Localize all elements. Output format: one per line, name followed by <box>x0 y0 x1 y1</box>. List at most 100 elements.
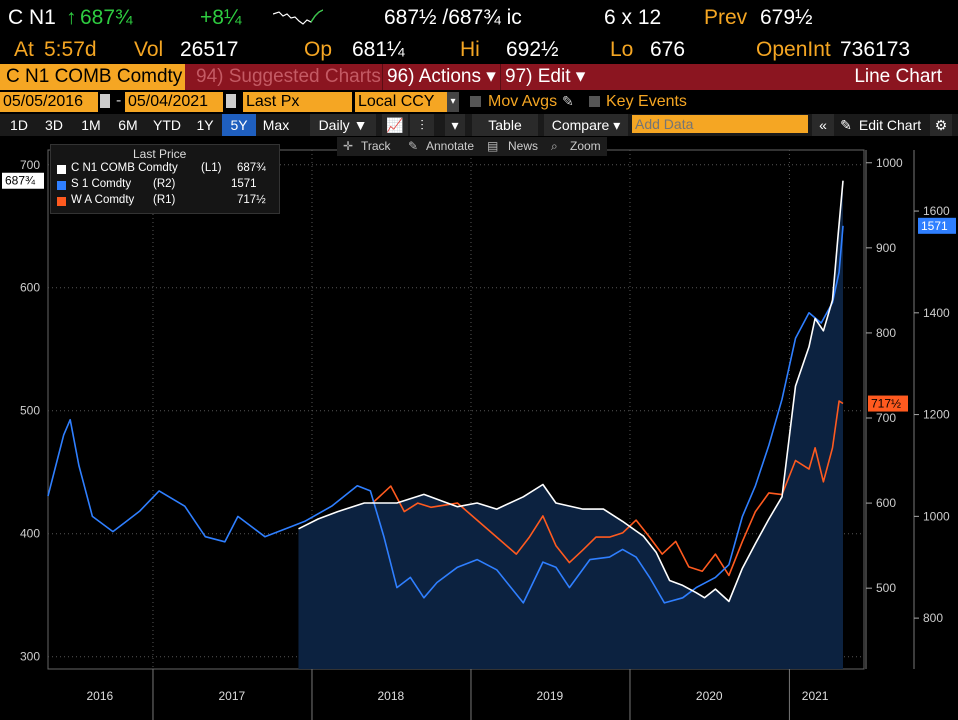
line-chart-icon[interactable]: 📈 <box>382 114 408 136</box>
calendar-icon[interactable] <box>100 94 110 108</box>
year-label: 2018 <box>377 689 404 703</box>
key-events-checkbox[interactable] <box>589 96 600 107</box>
year-label: 2019 <box>536 689 563 703</box>
period-button-3d[interactable]: 3D <box>45 117 63 133</box>
period-button-ytd[interactable]: YTD <box>153 117 181 133</box>
high-label: Hi <box>460 38 480 61</box>
legend-name-corn: C N1 COMB Comdty <box>71 162 178 174</box>
period-button-5y[interactable]: 5Y <box>222 114 256 136</box>
start-date-field[interactable]: 05/05/2016 <box>0 92 98 112</box>
annotate-icon[interactable]: ✎ <box>408 139 419 153</box>
bid-ask-size: 6 x 12 <box>604 6 662 29</box>
time-label: At <box>14 38 34 61</box>
legend-axis-corn: (L1) <box>201 162 222 174</box>
edit-menu-button[interactable]: 97) Edit ▾ <box>500 64 585 90</box>
sparkline-icon <box>273 9 323 25</box>
l1-tick-label: 500 <box>20 404 40 418</box>
low-price: 676 <box>650 38 686 61</box>
last-price: 687¾ <box>80 6 133 29</box>
r2-tick-label: 800 <box>923 611 943 625</box>
wheat-last-badge-bg <box>868 395 908 412</box>
chart-type-title: Line Chart <box>854 66 942 87</box>
prev-close: 679½ <box>760 6 813 29</box>
zoom-icon[interactable]: ⌕ <box>551 139 558 153</box>
date-separator: - <box>116 92 122 109</box>
end-date-field[interactable]: 05/04/2021 <box>125 92 223 112</box>
year-label: 2020 <box>696 689 723 703</box>
zoom-button[interactable]: Zoom <box>570 139 601 153</box>
open-price: 681¼ <box>352 38 405 61</box>
security-field[interactable]: C N1 COMB Comdty <box>0 64 185 90</box>
legend-name-soy: S 1 Comdty <box>71 178 132 190</box>
prev-label: Prev <box>704 6 748 29</box>
pencil-icon[interactable]: ✎ <box>562 93 574 109</box>
mov-avgs-label: Mov Avgs <box>488 93 558 110</box>
r1-tick-label: 600 <box>876 496 896 510</box>
wheat-last-badge: 717½ <box>871 397 901 411</box>
l1-tick-label: 600 <box>20 281 40 295</box>
chart-legend: Last Price C N1 COMB Comdty (L1) 687¾ S … <box>50 144 280 214</box>
legend-swatch-soy <box>57 181 66 190</box>
legend-name-wheat: W A Comdty <box>71 194 135 206</box>
key-events-label: Key Events <box>606 93 687 110</box>
legend-value-corn: 687¾ <box>237 162 266 174</box>
corn-last-badge: 687¾ <box>5 174 36 188</box>
open-interest-label: OpenInt <box>756 38 831 61</box>
currency-selector[interactable]: Local CCY <box>355 92 448 112</box>
l1-tick-label: 300 <box>20 650 40 664</box>
track-icon[interactable]: ✛ <box>343 139 354 153</box>
year-label: 2021 <box>802 689 829 703</box>
chart-tools <box>337 137 607 156</box>
annotate-button[interactable]: Annotate <box>426 139 475 153</box>
gear-icon[interactable]: ⚙ <box>930 114 952 136</box>
r1-tick-label: 800 <box>876 326 896 340</box>
legend-axis-soy: (R2) <box>153 178 176 190</box>
field-selector[interactable]: Last Px <box>243 92 352 112</box>
soybean-line <box>47 225 844 604</box>
compare-button[interactable]: Compare ▾ <box>544 114 628 136</box>
year-label: 2017 <box>218 689 245 703</box>
volume: 26517 <box>180 38 239 61</box>
soybean-last-badge-bg <box>918 217 956 234</box>
soybean-last-badge: 1571 <box>921 219 948 233</box>
suggested-charts-button[interactable]: 94) Suggested Charts <box>196 66 381 87</box>
open-interest: 736173 <box>840 38 911 61</box>
year-label: 2016 <box>86 689 113 703</box>
r1-tick-label: 900 <box>876 241 896 255</box>
period-button-1d[interactable]: 1D <box>10 117 28 133</box>
r2-tick-label: 1200 <box>923 408 950 422</box>
chevron-down-icon[interactable]: ▾ <box>447 92 459 112</box>
period-button-6m[interactable]: 6M <box>118 117 138 133</box>
legend-value-wheat: 717½ <box>237 194 266 206</box>
pencil-icon[interactable]: ✎ <box>840 117 852 133</box>
legend-title: Last Price <box>133 147 187 161</box>
add-data-input[interactable] <box>632 115 808 133</box>
r2-tick-label: 1400 <box>923 306 950 320</box>
bar-chart-icon[interactable]: ⫶ <box>410 114 434 136</box>
period-button-1y[interactable]: 1Y <box>196 117 214 133</box>
news-button[interactable]: News <box>508 139 539 153</box>
low-label: Lo <box>610 38 634 61</box>
ticker: C N1 <box>8 6 56 29</box>
calendar-icon[interactable] <box>226 94 236 108</box>
volume-label: Vol <box>134 38 164 61</box>
table-button[interactable]: Table <box>472 114 538 136</box>
actions-menu-button[interactable]: 96) Actions ▾ <box>382 64 496 90</box>
mov-avgs-checkbox[interactable] <box>470 96 481 107</box>
bid-ask: 687½ /687¾ ic <box>384 6 522 29</box>
r1-tick-label: 500 <box>876 581 896 595</box>
price-chart[interactable]: 300 400 500 600 700 500 600 700 800 900 1000 800 100… <box>0 136 958 720</box>
chevron-down-icon[interactable]: ▾ <box>445 114 465 136</box>
l1-tick-label: 700 <box>20 158 40 172</box>
legend-swatch-corn <box>57 165 66 174</box>
collapse-icon[interactable]: « <box>812 114 834 136</box>
corn-last-badge-bg <box>2 172 44 189</box>
period-button-1m[interactable]: 1M <box>81 117 101 133</box>
news-icon[interactable]: ▤ <box>487 139 499 153</box>
period-button-max[interactable]: Max <box>262 117 290 133</box>
track-button[interactable]: Track <box>361 139 391 153</box>
l1-tick-label: 400 <box>20 527 40 541</box>
edit-chart-button[interactable]: Edit Chart <box>858 117 922 133</box>
r1-tick-label: 1000 <box>876 156 903 170</box>
frequency-selector[interactable]: Daily ▼ <box>310 114 376 136</box>
